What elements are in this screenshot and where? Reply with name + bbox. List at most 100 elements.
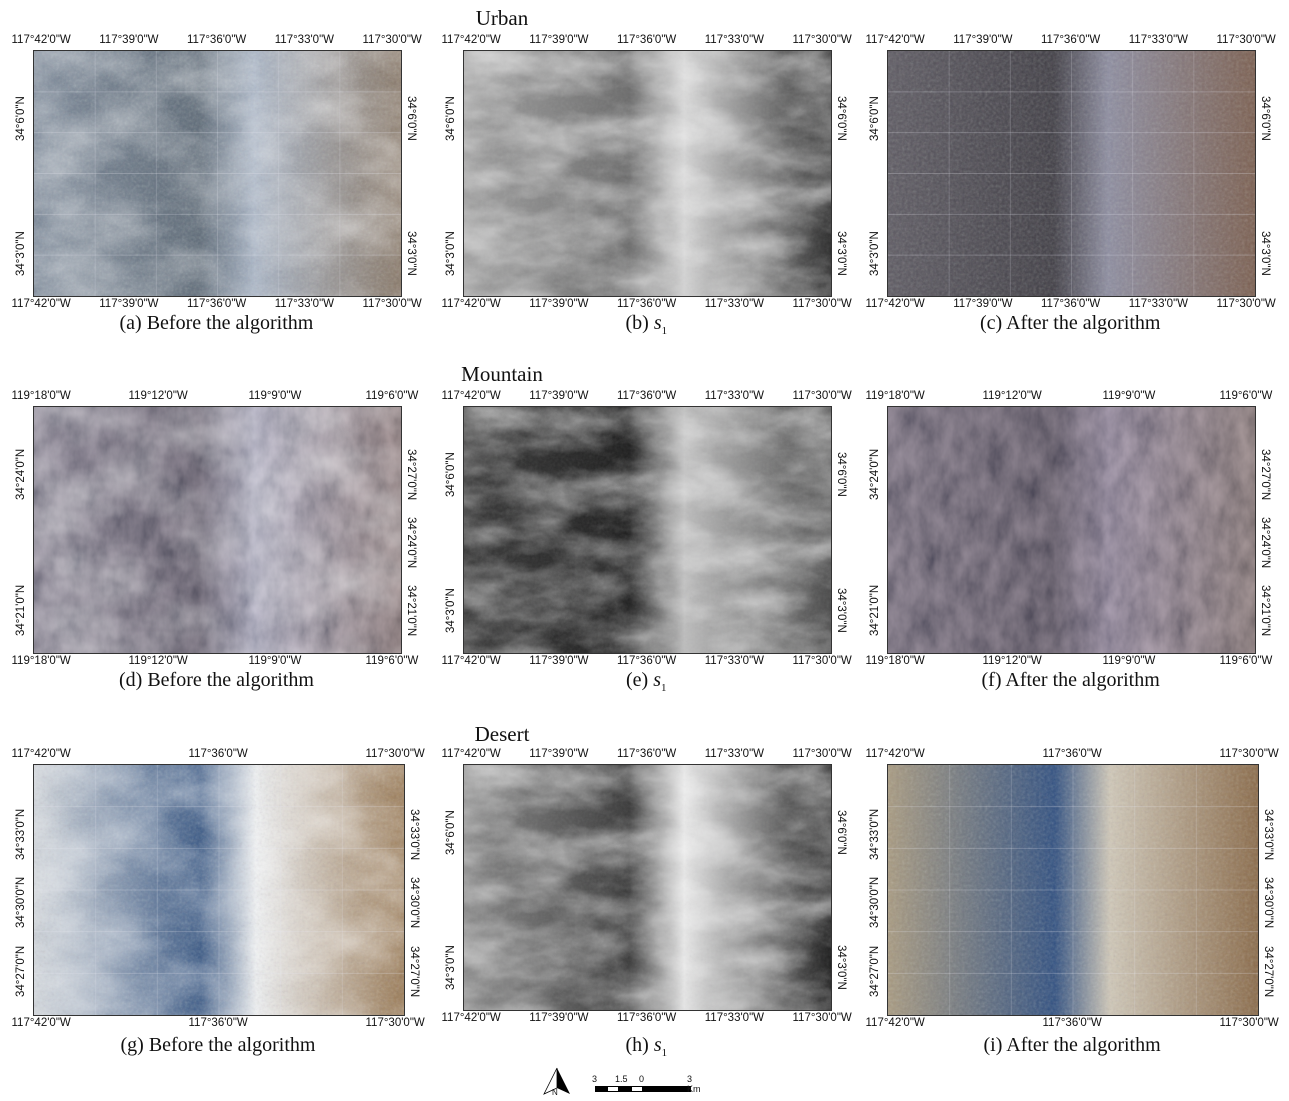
- coordinate-label: 117°42'0"W: [11, 748, 71, 760]
- satellite-image: [34, 407, 401, 653]
- coordinate-label: 119°6'0"W: [365, 655, 419, 667]
- map-image: [33, 764, 405, 1016]
- panel-caption: (a) Before the algorithm: [119, 312, 314, 334]
- coordinate-label: 34°21'0"N: [1259, 584, 1271, 636]
- panel-caption: (e) s1: [626, 669, 667, 694]
- coordinate-label: 117°39'0"W: [529, 1012, 589, 1024]
- satellite-image: [464, 51, 831, 296]
- coordinate-label: 34°27'0"N: [1262, 946, 1274, 998]
- coordinate-label: 34°3'0"N: [445, 231, 457, 276]
- coordinate-label: 117°30'0"W: [1219, 1017, 1279, 1029]
- coordinate-label: 117°36'0"W: [1041, 298, 1101, 310]
- map-image: [33, 50, 402, 297]
- coordinate-label: 117°36'0"W: [617, 390, 677, 402]
- coordinate-label: 117°36'0"W: [617, 655, 677, 667]
- coordinate-label: 117°39'0"W: [953, 298, 1013, 310]
- coordinate-label: 117°33'0"W: [274, 34, 335, 46]
- coordinate-label: 117°30'0"W: [362, 34, 422, 46]
- coordinate-label: 34°27'0"N: [869, 945, 881, 997]
- map-image: [887, 406, 1256, 654]
- map-image: [887, 50, 1256, 297]
- coordinate-label: 117°33'0"W: [1128, 298, 1189, 310]
- caption-subscript: 1: [661, 682, 667, 694]
- coordinate-label: 34°6'0"N: [445, 452, 457, 498]
- coordinate-label: 34°3'0"N: [445, 945, 457, 990]
- coordinate-label: 119°9'0"W: [248, 390, 302, 402]
- coordinate-label: 117°39'0"W: [529, 298, 589, 310]
- coordinate-label: 117°39'0"W: [953, 34, 1013, 46]
- coordinate-label: 117°33'0"W: [704, 655, 765, 667]
- coordinate-label: 117°36'0"W: [1042, 748, 1102, 760]
- coordinate-label: 34°6'0"N: [835, 452, 847, 498]
- coordinate-label: 119°6'0"W: [365, 390, 419, 402]
- coordinate-label: 117°30'0"W: [365, 748, 425, 760]
- coordinate-label: 119°12'0"W: [128, 655, 188, 667]
- scale-bar-segment: [595, 1086, 607, 1092]
- coordinate-label: 34°24'0"N: [15, 449, 27, 501]
- coordinate-label: 117°33'0"W: [274, 298, 335, 310]
- coordinate-label: 34°27'0"N: [408, 946, 420, 998]
- coordinate-label: 34°3'0"N: [835, 587, 847, 633]
- scale-bar-segment: [619, 1086, 631, 1092]
- panel-caption: (i) After the algorithm: [983, 1034, 1161, 1056]
- coordinate-label: 117°30'0"W: [365, 1017, 425, 1029]
- coordinate-label: 34°3'0"N: [869, 231, 881, 276]
- coordinate-label: 117°42'0"W: [865, 748, 925, 760]
- panel-caption: (b) s1: [626, 312, 668, 337]
- coordinate-label: 119°18'0"W: [865, 655, 925, 667]
- map-image: [463, 764, 832, 1011]
- coordinate-label: 117°30'0"W: [792, 298, 852, 310]
- coordinate-label: 117°42'0"W: [441, 390, 501, 402]
- coordinate-label: 117°30'0"W: [792, 655, 852, 667]
- satellite-image: [888, 407, 1255, 653]
- scale-bar-label: 0: [639, 1074, 645, 1084]
- coordinate-label: 34°30'0"N: [1262, 877, 1274, 929]
- coordinate-label: 117°42'0"W: [11, 298, 71, 310]
- coordinate-label: 117°42'0"W: [865, 298, 925, 310]
- coordinate-label: 119°18'0"W: [11, 655, 71, 667]
- map-image: [463, 50, 832, 297]
- coordinate-label: 117°30'0"W: [362, 298, 422, 310]
- coordinate-label: 117°33'0"W: [1128, 34, 1189, 46]
- panel-caption: (c) After the algorithm: [980, 312, 1161, 334]
- coordinate-label: 119°6'0"W: [1219, 390, 1273, 402]
- coordinate-label: 117°36'0"W: [617, 1012, 677, 1024]
- coordinate-label: 117°42'0"W: [441, 748, 501, 760]
- coordinate-label: 117°30'0"W: [1216, 34, 1276, 46]
- coordinate-label: 119°9'0"W: [1102, 390, 1156, 402]
- coordinate-label: 117°36'0"W: [617, 298, 677, 310]
- satellite-image: [888, 765, 1258, 1015]
- coordinate-label: 117°33'0"W: [704, 748, 765, 760]
- scale-bar-segment: [643, 1086, 691, 1092]
- coordinate-label: 117°30'0"W: [792, 390, 852, 402]
- coordinate-label: 34°6'0"N: [445, 810, 457, 856]
- coordinate-label: 119°18'0"W: [11, 390, 71, 402]
- coordinate-label: 34°33'0"N: [1262, 808, 1274, 860]
- coordinate-label: 34°3'0"N: [405, 230, 417, 276]
- coordinate-label: 34°6'0"N: [445, 96, 457, 142]
- coordinate-label: 34°6'0"N: [15, 96, 27, 142]
- coordinate-label: 34°24'0"N: [1259, 517, 1271, 569]
- map-image: [463, 406, 832, 654]
- caption-symbol: s: [653, 1034, 662, 1056]
- scale-bar-label: 3 Km: [687, 1074, 701, 1094]
- coordinate-label: 119°12'0"W: [128, 390, 188, 402]
- coordinate-label: 117°42'0"W: [441, 655, 501, 667]
- coordinate-label: 34°24'0"N: [405, 517, 417, 569]
- coordinate-label: 119°18'0"W: [865, 390, 925, 402]
- coordinate-label: 119°12'0"W: [982, 390, 1042, 402]
- coordinate-label: 117°33'0"W: [704, 1012, 765, 1024]
- north-arrow-label: N: [552, 1088, 558, 1097]
- coordinate-label: 34°33'0"N: [869, 808, 881, 860]
- coordinate-label: 34°3'0"N: [835, 944, 847, 990]
- coordinate-label: 117°42'0"W: [865, 34, 925, 46]
- scale-bar-segment: [607, 1086, 619, 1092]
- coordinate-label: 117°30'0"W: [1216, 298, 1276, 310]
- satellite-image: [464, 765, 831, 1010]
- coordinate-label: 34°24'0"N: [869, 449, 881, 501]
- coordinate-label: 34°30'0"N: [15, 877, 27, 929]
- coordinate-label: 34°21'0"N: [405, 584, 417, 636]
- coordinate-label: 117°39'0"W: [529, 34, 589, 46]
- coordinate-label: 119°9'0"W: [1102, 655, 1156, 667]
- coordinate-label: 34°6'0"N: [835, 96, 847, 141]
